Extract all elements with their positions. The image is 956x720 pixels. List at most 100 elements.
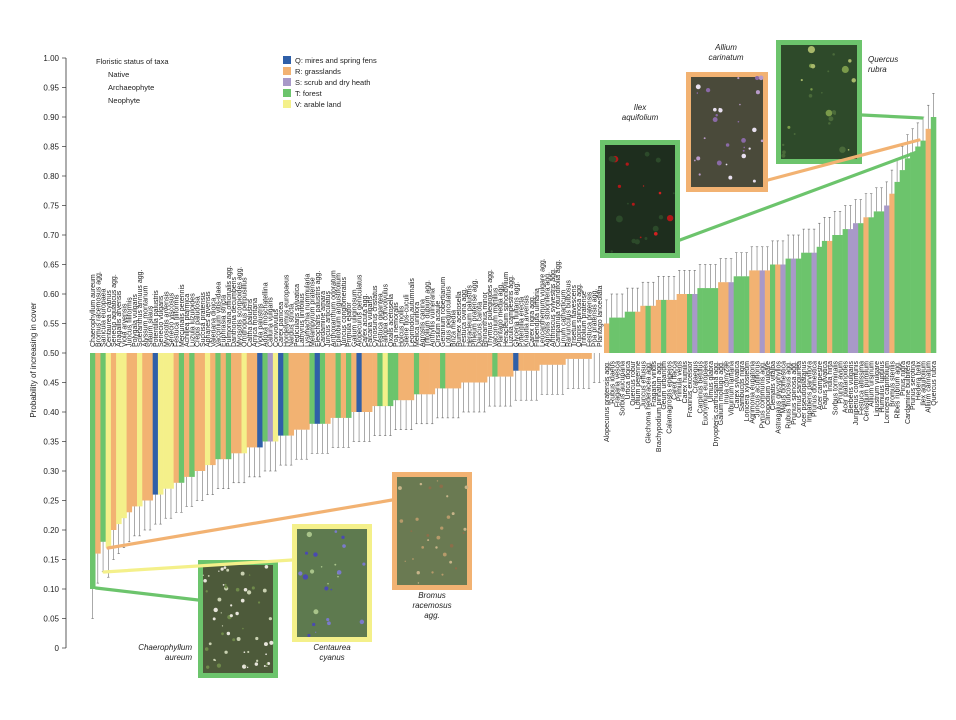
bar [152,353,159,495]
bar [377,353,383,407]
y-tick-label: 0.15 [43,556,59,565]
photo-caption: Bromus [418,591,446,600]
taxon-label: Alopecurus geniculatus [357,274,364,347]
photo-detail [309,569,315,574]
bar [676,294,683,353]
taxon-label: Prunus serotina [910,361,917,410]
bar [764,270,771,353]
bar [231,353,237,454]
bar [565,353,571,359]
photo-detail [206,665,210,669]
taxon-label: Rubus idaeus [609,361,616,404]
bar [298,353,305,430]
photo-detail [246,666,249,669]
photo-detail [839,146,846,153]
taxon-label: Carex acuta agg. [362,294,369,347]
taxon-label: Acer pseudoplatanus [801,361,808,427]
y-tick-label: 0.90 [43,113,59,122]
bar [899,170,906,353]
bar [853,223,859,353]
photo-detail [235,587,240,592]
taxon-label: Primula veris [677,361,684,402]
y-tick-label: 0.45 [43,379,59,388]
y-tick-label: 1.00 [43,54,59,63]
taxon-label: Fraxinus excelsior [687,360,694,417]
bar [687,294,693,353]
photo-detail [718,107,721,110]
bar [393,353,399,401]
bar [445,353,451,389]
bar [873,211,880,353]
taxon-label: Scleranthus annuus agg. [137,270,144,347]
taxon-label: Euphrasia stricta [221,295,228,347]
photo-detail [610,156,617,163]
taxon-label: Lathyrus linifolius [299,293,306,347]
photo-detail [828,122,831,125]
taxon-label: Humulus lupulus [879,361,886,413]
bar [100,353,106,542]
bar [293,353,300,430]
taxon-label: Trisetum flavescens [571,285,578,347]
taxon-label: Cardamine amara [320,291,327,347]
photo-detail [449,560,453,564]
taxon-label: Festuca filiformis [174,294,181,347]
bar [749,270,755,353]
photo-detail [248,574,251,576]
photo-detail [236,637,241,641]
taxon-label: Astragalus glycyphyllos [775,361,782,434]
taxon-label: Heracleum palustris [466,285,473,347]
bar [904,158,911,353]
photo-detail [324,586,329,591]
taxon-label: Ulmus glabra [708,361,715,402]
y-tick-label: 0.60 [43,290,59,299]
bar [257,353,263,448]
photo-detail [262,588,267,593]
photo-detail [427,539,430,542]
taxon-label: Glyceria fluitans agg. [513,282,520,347]
taxon-label: Inula conyzae [723,361,730,404]
photo-detail [334,530,338,533]
bar [330,353,336,418]
status-legend-title: Floristic status of taxa [96,57,169,66]
photo-detail [221,632,224,636]
taxon-label: Thymus pulegioides agg. [487,269,494,347]
taxon-label: Cardamine bulbifera [905,361,912,424]
bar [806,252,812,353]
taxon-label: Lolium perenne [635,361,642,409]
habitat-legend: Q: mires and spring fens R: grasslands S: … [283,56,377,109]
bar [319,353,326,424]
y-tick-label: 0.85 [43,143,59,152]
photo-detail [741,138,746,143]
photo-detail [313,609,319,615]
photo-detail [634,239,640,245]
bar [738,276,745,353]
bar [184,353,190,477]
photo-detail [644,237,648,240]
taxon-label: Rubus fruticosus agg. [786,361,793,429]
status-legend: Floristic status of taxa Native Archaeophy… [96,57,169,105]
photo-detail [204,647,209,651]
y-tick-label: 0.50 [43,349,59,358]
photo-detail [713,107,717,112]
photo-detail [419,482,423,486]
bar [210,353,216,466]
photo-caption: cyanus [319,653,344,662]
photo-detail [728,175,733,180]
photo-detail [410,530,413,533]
status-legend-item: Archaeophyte [108,83,154,92]
taxon-label: Malus domestica [780,361,787,414]
photo-detail [243,587,248,592]
bar [204,353,211,466]
taxon-label: Silaum silaus [148,305,155,347]
taxon-label: Agrostis stolonifera agg. [545,272,552,347]
photo-detail [831,110,837,115]
taxon-label: Carex nigra agg. [529,295,536,347]
photo-detail [696,156,701,161]
photo-caption: aureum [165,653,192,662]
photo-detail [264,564,269,569]
photo-detail [748,147,751,150]
taxon-label: Vaccinium vitis-idaea [216,282,223,347]
taxon-label: Vaccinium myrtillus [492,287,499,347]
photo-detail [848,59,852,63]
